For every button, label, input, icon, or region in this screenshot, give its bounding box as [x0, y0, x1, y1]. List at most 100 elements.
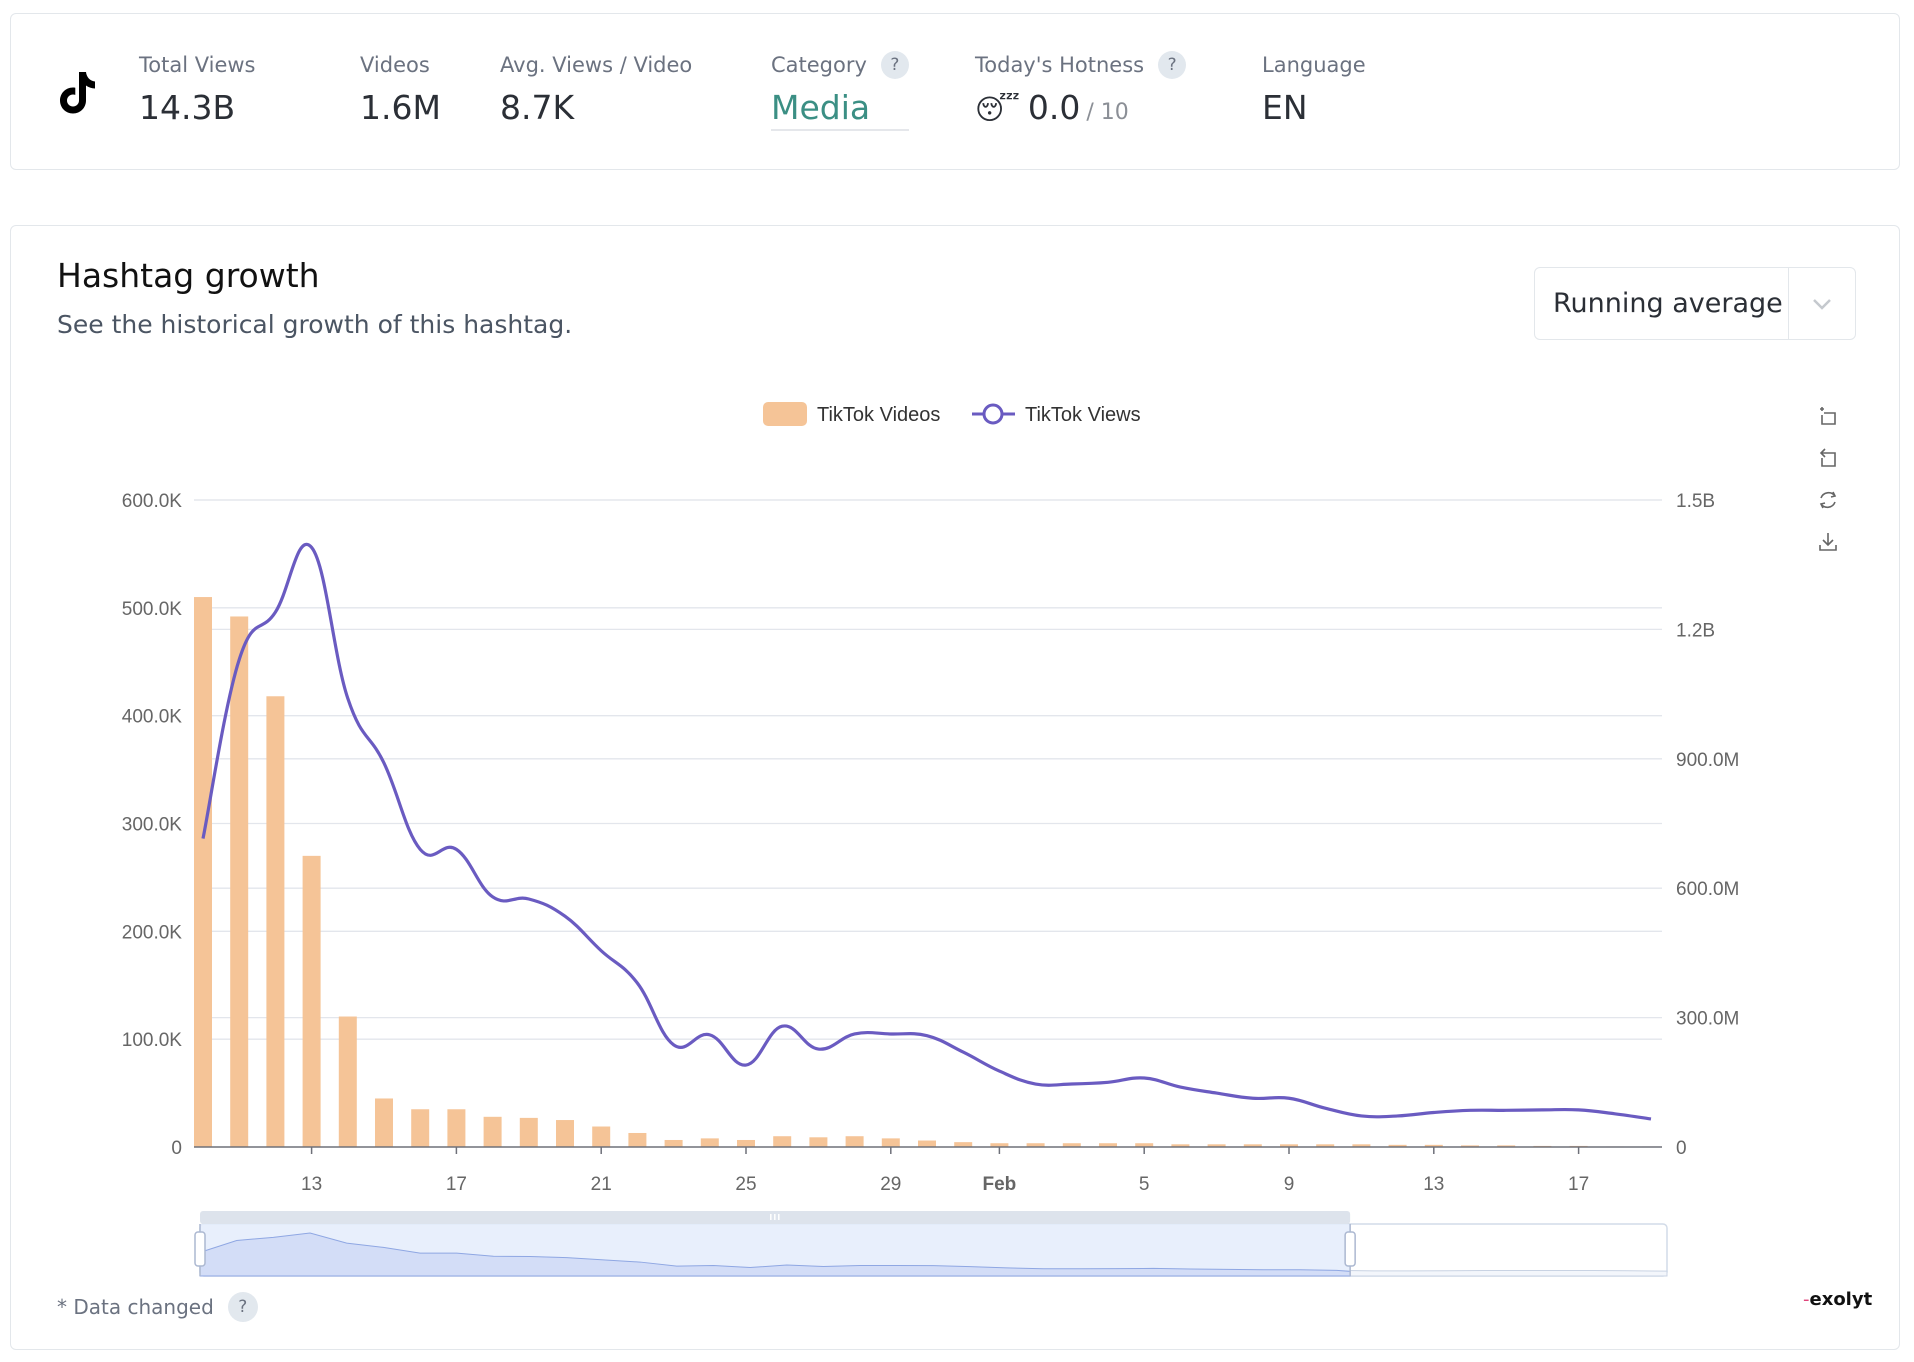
- point-tiktok-views[interactable]: [631, 977, 643, 989]
- bar-tiktok-videos[interactable]: [592, 1126, 611, 1147]
- point-tiktok-views[interactable]: [559, 910, 571, 922]
- point-tiktok-views[interactable]: [1283, 1092, 1295, 1104]
- legend-label-videos[interactable]: TikTok Videos: [817, 404, 940, 426]
- point-tiktok-views[interactable]: [1030, 1078, 1042, 1090]
- point-tiktok-views[interactable]: [921, 1030, 933, 1042]
- point-tiktok-views[interactable]: [776, 1020, 788, 1032]
- bar-tiktok-videos[interactable]: [1388, 1144, 1407, 1147]
- legend-swatch-views-marker[interactable]: [982, 403, 1004, 425]
- slider-grip-icon[interactable]: [770, 1214, 772, 1220]
- bar-tiktok-videos[interactable]: [519, 1117, 538, 1147]
- area-zoom-icon[interactable]: [1820, 407, 1836, 425]
- point-tiktok-views[interactable]: [668, 1039, 680, 1051]
- point-tiktok-views[interactable]: [812, 1043, 824, 1055]
- point-tiktok-views[interactable]: [1066, 1078, 1078, 1090]
- point-tiktok-views[interactable]: [993, 1065, 1005, 1077]
- bar-tiktok-videos[interactable]: [1171, 1144, 1190, 1147]
- slider-grip-icon[interactable]: [774, 1214, 776, 1220]
- category-link[interactable]: Media: [771, 88, 909, 131]
- y-right-tick-label: 1.2B: [1676, 620, 1715, 641]
- slider-handle-right[interactable]: [1344, 1231, 1356, 1267]
- point-tiktok-views[interactable]: [1102, 1076, 1114, 1088]
- point-tiktok-views[interactable]: [414, 843, 426, 855]
- point-tiktok-views[interactable]: [197, 833, 209, 845]
- bar-tiktok-videos[interactable]: [1026, 1143, 1045, 1147]
- bar-tiktok-videos[interactable]: [773, 1136, 792, 1147]
- point-tiktok-views[interactable]: [740, 1059, 752, 1071]
- legend-label-views[interactable]: TikTok Views: [1025, 404, 1141, 426]
- help-icon[interactable]: ?: [880, 51, 909, 79]
- bar-tiktok-videos[interactable]: [700, 1138, 719, 1147]
- bar-tiktok-videos[interactable]: [1099, 1143, 1117, 1147]
- point-tiktok-views[interactable]: [1138, 1072, 1150, 1084]
- point-tiktok-views[interactable]: [1609, 1108, 1621, 1120]
- bar-tiktok-videos[interactable]: [1352, 1144, 1371, 1147]
- bar-tiktok-videos[interactable]: [918, 1140, 936, 1147]
- point-tiktok-views[interactable]: [885, 1028, 897, 1040]
- point-tiktok-views[interactable]: [1645, 1113, 1657, 1125]
- bar-tiktok-videos[interactable]: [1424, 1144, 1443, 1147]
- point-tiktok-views[interactable]: [450, 843, 462, 855]
- point-tiktok-views[interactable]: [1211, 1087, 1223, 1099]
- bar-tiktok-videos[interactable]: [447, 1109, 466, 1147]
- bar-tiktok-videos[interactable]: [1461, 1145, 1479, 1147]
- bar-tiktok-videos[interactable]: [1062, 1143, 1081, 1147]
- bar-tiktok-videos[interactable]: [881, 1138, 900, 1147]
- chevron-down-icon[interactable]: [1788, 268, 1855, 339]
- bar-tiktok-videos[interactable]: [1135, 1143, 1154, 1147]
- point-tiktok-views[interactable]: [233, 654, 245, 666]
- bar-tiktok-videos[interactable]: [375, 1098, 393, 1147]
- bar-tiktok-videos[interactable]: [194, 597, 212, 1147]
- point-tiktok-views[interactable]: [1355, 1110, 1367, 1122]
- point-tiktok-views[interactable]: [704, 1029, 716, 1041]
- point-tiktok-views[interactable]: [1319, 1102, 1331, 1114]
- help-icon[interactable]: ?: [227, 1292, 258, 1322]
- point-tiktok-views[interactable]: [957, 1046, 969, 1058]
- bar-tiktok-videos[interactable]: [1207, 1144, 1226, 1147]
- bar-tiktok-videos[interactable]: [664, 1139, 683, 1147]
- point-tiktok-views[interactable]: [1464, 1104, 1476, 1116]
- point-tiktok-views[interactable]: [487, 891, 499, 903]
- point-tiktok-views[interactable]: [595, 945, 607, 957]
- point-tiktok-views[interactable]: [1428, 1106, 1440, 1118]
- point-tiktok-views[interactable]: [1392, 1110, 1404, 1122]
- bar-tiktok-videos[interactable]: [266, 696, 285, 1147]
- point-tiktok-views[interactable]: [269, 606, 281, 618]
- bar-tiktok-videos[interactable]: [809, 1137, 828, 1147]
- bar-tiktok-videos[interactable]: [302, 855, 321, 1147]
- bar-tiktok-videos[interactable]: [338, 1016, 357, 1147]
- bar-tiktok-videos[interactable]: [230, 616, 249, 1147]
- help-icon[interactable]: ?: [1158, 51, 1187, 79]
- data-zoom-slider[interactable]: [194, 1211, 1668, 1277]
- bar-tiktok-videos[interactable]: [1243, 1144, 1262, 1147]
- restore-icon[interactable]: [1819, 491, 1837, 509]
- bar-tiktok-videos[interactable]: [1280, 1144, 1298, 1147]
- bar-tiktok-videos[interactable]: [845, 1136, 864, 1147]
- bar-tiktok-videos[interactable]: [411, 1109, 430, 1147]
- slider-grip-icon[interactable]: [778, 1214, 780, 1220]
- save-image-icon[interactable]: [1819, 533, 1837, 551]
- bar-tiktok-videos[interactable]: [737, 1139, 755, 1147]
- slider-handle-left[interactable]: [194, 1231, 206, 1267]
- point-tiktok-views[interactable]: [523, 893, 535, 905]
- legend-swatch-videos[interactable]: [763, 402, 807, 426]
- point-tiktok-views[interactable]: [1174, 1081, 1186, 1093]
- bar-tiktok-videos[interactable]: [628, 1132, 647, 1147]
- point-tiktok-views[interactable]: [1247, 1092, 1259, 1104]
- bar-tiktok-videos[interactable]: [954, 1142, 973, 1147]
- point-tiktok-views[interactable]: [378, 757, 390, 769]
- point-tiktok-views[interactable]: [849, 1028, 861, 1040]
- point-tiktok-views[interactable]: [1536, 1104, 1548, 1116]
- bar-tiktok-videos[interactable]: [1497, 1145, 1516, 1147]
- aggregation-select[interactable]: Running average: [1534, 267, 1856, 340]
- line-tiktok-views[interactable]: [201, 542, 1652, 1121]
- point-tiktok-views[interactable]: [1500, 1104, 1512, 1116]
- point-tiktok-views[interactable]: [306, 541, 318, 553]
- point-tiktok-views[interactable]: [342, 692, 354, 704]
- bar-tiktok-videos[interactable]: [556, 1120, 574, 1147]
- bar-tiktok-videos[interactable]: [1316, 1144, 1335, 1147]
- bar-tiktok-videos[interactable]: [990, 1143, 1009, 1147]
- zoom-back-icon[interactable]: [1819, 448, 1836, 467]
- point-tiktok-views[interactable]: [1573, 1104, 1585, 1116]
- bar-tiktok-videos[interactable]: [483, 1116, 502, 1147]
